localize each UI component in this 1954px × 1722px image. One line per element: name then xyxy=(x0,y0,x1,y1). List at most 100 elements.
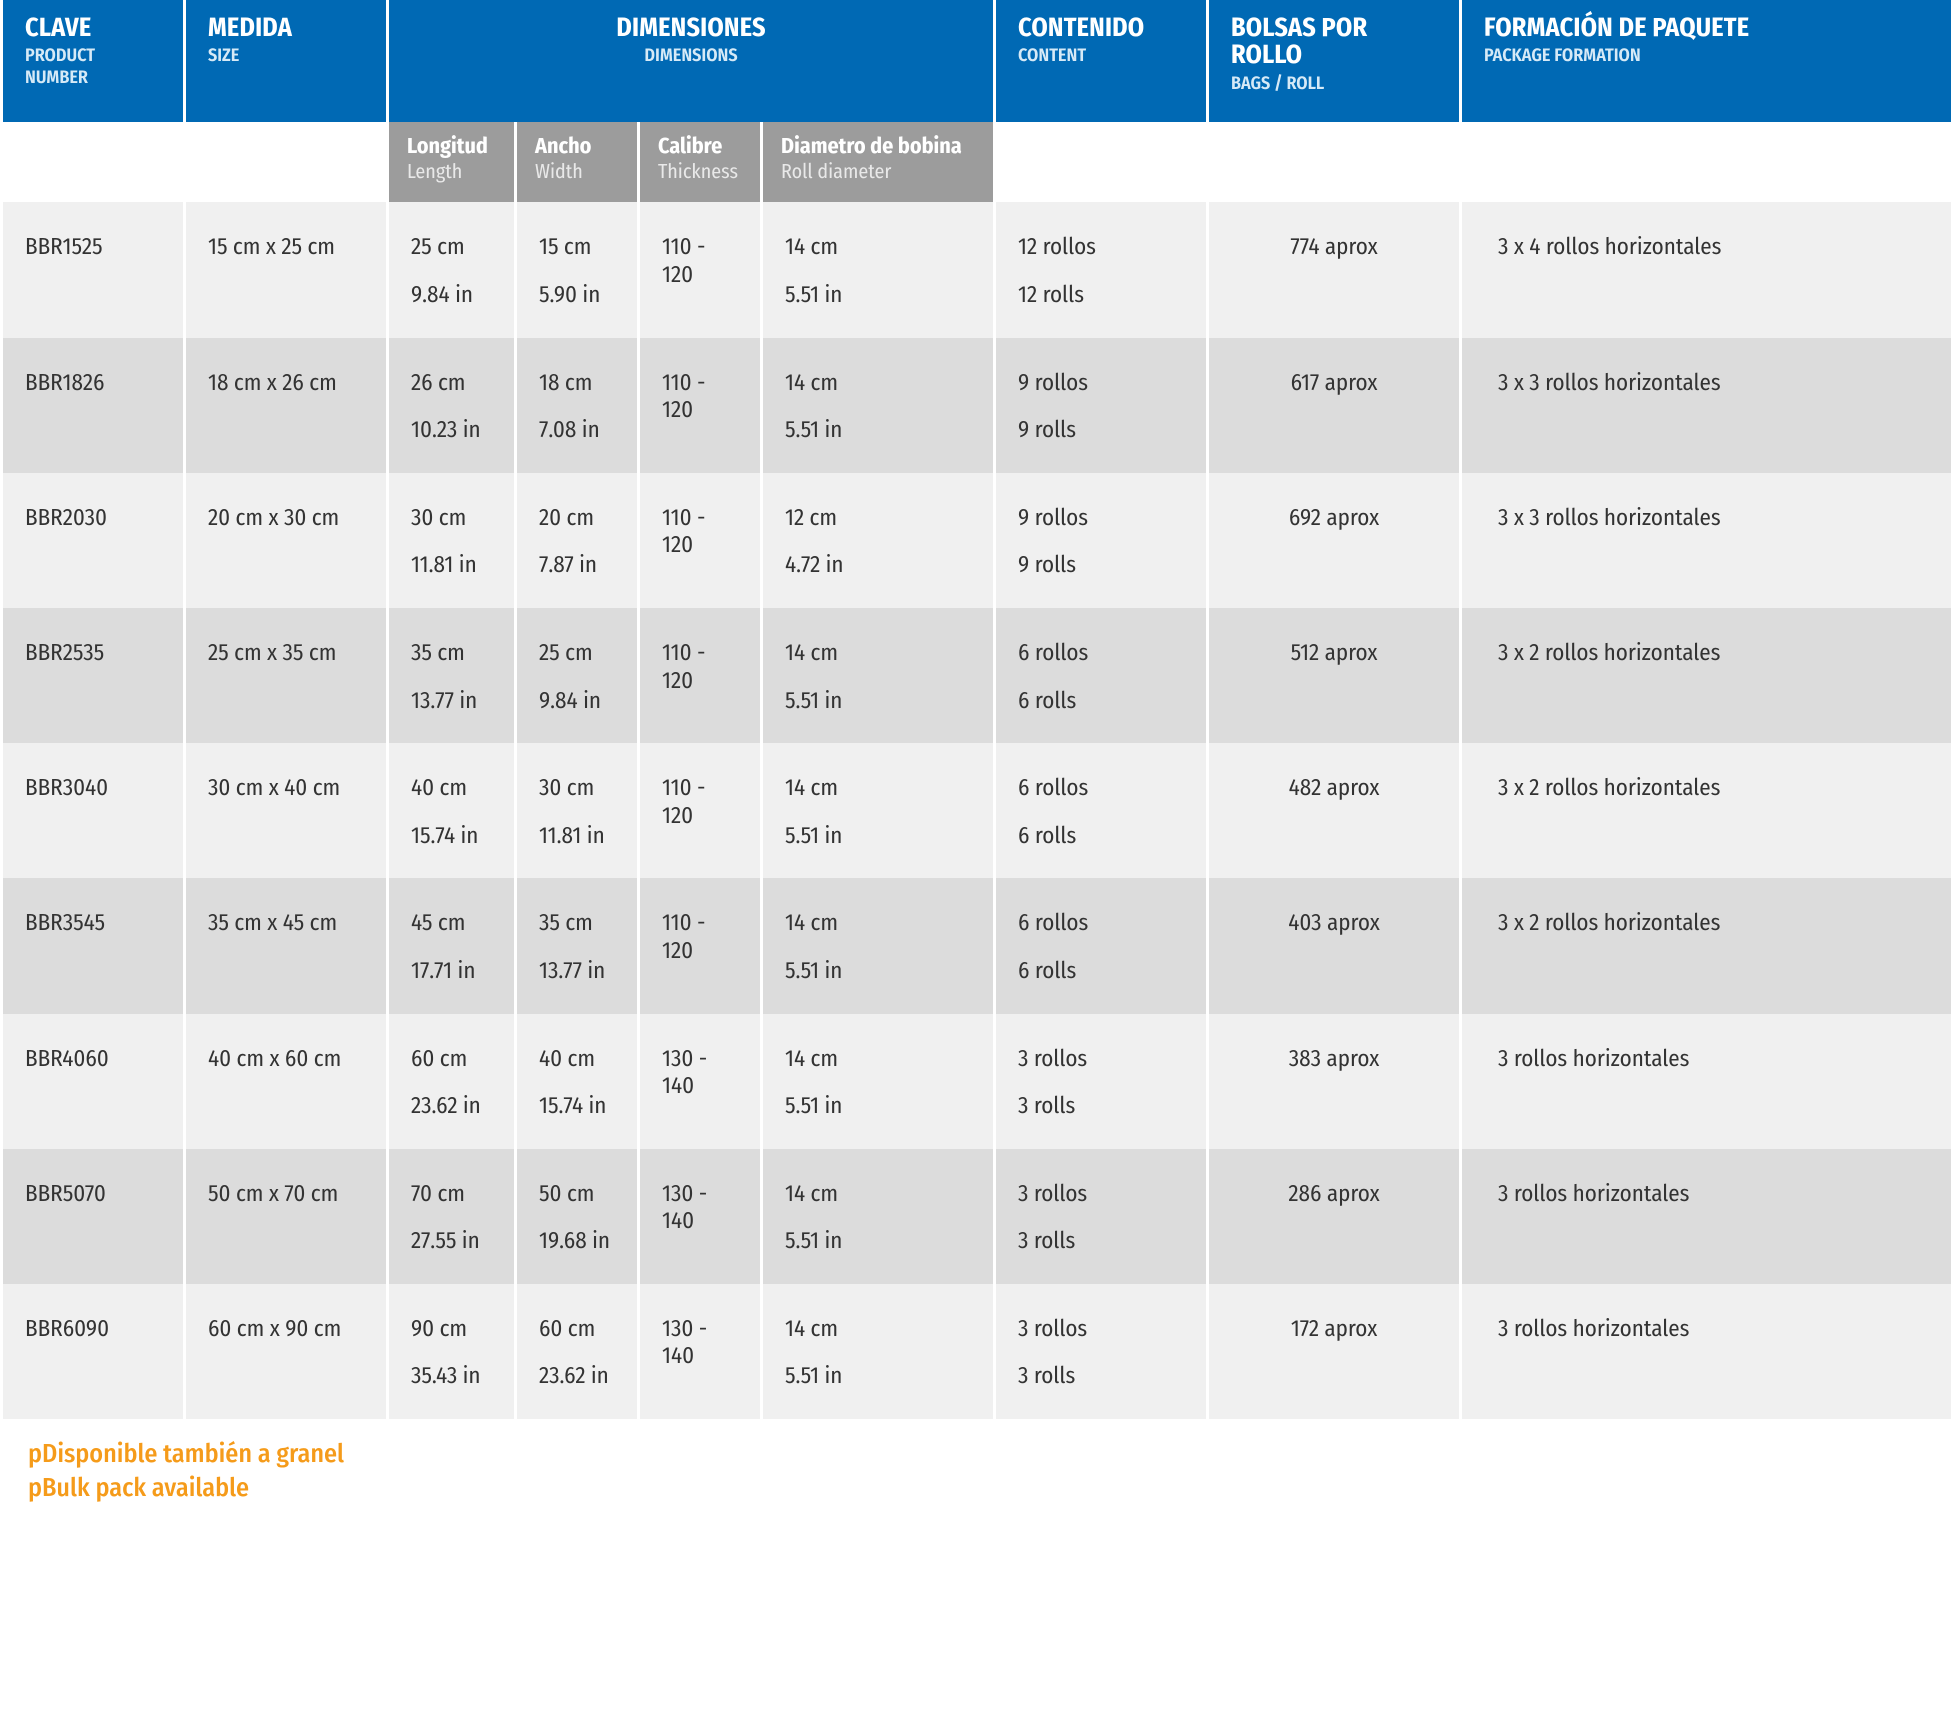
val-cm: 18 cm xyxy=(539,370,615,398)
val: BBR5070 xyxy=(25,1181,161,1209)
cell-clave: BBR5070 xyxy=(3,1149,183,1284)
sub-sub: Roll diameter xyxy=(781,160,975,184)
cell-formacion: 3 x 2 rollos horizontales xyxy=(1462,878,1951,1013)
val: 60 cm x 90 cm xyxy=(208,1316,364,1344)
subcol-longitud: Longitud Length xyxy=(389,122,514,202)
cell-formacion: 3 rollos horizontales xyxy=(1462,1284,1951,1419)
col-sub: DIMENSIONS xyxy=(411,45,971,67)
sub-sub: Width xyxy=(535,160,619,184)
val-en: 3 rolls xyxy=(1018,1228,1184,1256)
val: 18 cm x 26 cm xyxy=(208,370,364,398)
spacer xyxy=(186,122,386,202)
cell-clave: BBR3040 xyxy=(3,743,183,878)
col-header-contenido: CONTENIDO CONTENT xyxy=(996,0,1206,122)
col-title: DIMENSIONES xyxy=(411,14,971,41)
sub-sub: Length xyxy=(407,160,496,184)
col-sub: PRODUCT NUMBER xyxy=(25,45,161,88)
val-cm: 14 cm xyxy=(785,775,971,803)
val: 110 - 120 xyxy=(662,640,738,695)
col-sub: CONTENT xyxy=(1018,45,1184,67)
cell-clave: BBR3545 xyxy=(3,878,183,1013)
footnote-line: pBulk pack available xyxy=(28,1471,1926,1505)
sub-title: Diametro de bobina xyxy=(781,134,975,158)
val-en: 6 rolls xyxy=(1018,688,1184,716)
val-cm: 70 cm xyxy=(411,1181,492,1209)
val-in: 15.74 in xyxy=(411,823,492,851)
val: 130 - 140 xyxy=(662,1046,738,1101)
val-in: 13.77 in xyxy=(539,958,615,986)
subcol-diametro: Diametro de bobina Roll diameter xyxy=(763,122,993,202)
cell-ancho: 25 cm 9.84 in xyxy=(517,608,637,743)
cell-ancho: 60 cm23.62 in xyxy=(517,1284,637,1419)
val: 3 x 2 rollos horizontales xyxy=(1498,775,1929,803)
val-cm: 40 cm xyxy=(539,1046,615,1074)
cell-longitud: 70 cm 27.55 in xyxy=(389,1149,514,1284)
cell-contenido: 3 rollos 3 rolls xyxy=(996,1284,1206,1419)
spacer xyxy=(1462,122,1951,202)
spacer xyxy=(996,122,1206,202)
cell-longitud: 35 cm13.77 in xyxy=(389,608,514,743)
cell-diametro: 14 cm5.51 in xyxy=(763,1284,993,1419)
val: 3 x 3 rollos horizontales xyxy=(1498,505,1929,533)
cell-bolsas: 482 aprox xyxy=(1209,743,1459,878)
table-body: BBR152515 cm x 25 cm25 cm9.84 in15 cm5.9… xyxy=(3,202,1951,1419)
cell-ancho: 15 cm5.90 in xyxy=(517,202,637,337)
val: 774 aprox xyxy=(1231,234,1437,262)
val-in: 11.81 in xyxy=(411,552,492,580)
cell-formacion: 3 x 3 rollos horizontales xyxy=(1462,338,1951,473)
cell-calibre: 110 - 120 xyxy=(640,338,760,473)
val-en: 3 rolls xyxy=(1018,1093,1184,1121)
val: 172 aprox xyxy=(1231,1316,1437,1344)
val-in: 27.55 in xyxy=(411,1228,492,1256)
val-cm: 14 cm xyxy=(785,1046,971,1074)
cell-calibre: 130 - 140 xyxy=(640,1014,760,1149)
val-es: 6 rollos xyxy=(1018,910,1184,938)
val: 286 aprox xyxy=(1231,1181,1437,1209)
val-in: 9.84 in xyxy=(539,688,615,716)
col-header-medida: MEDIDA SIZE xyxy=(186,0,386,122)
val-es: 3 rollos xyxy=(1018,1316,1184,1344)
val-cm: 14 cm xyxy=(785,234,971,262)
val-cm: 60 cm xyxy=(539,1316,615,1344)
val: 617 aprox xyxy=(1231,370,1437,398)
val-in: 5.51 in xyxy=(785,688,971,716)
cell-bolsas: 383 aprox xyxy=(1209,1014,1459,1149)
cell-calibre: 110 - 120 xyxy=(640,608,760,743)
table-header-row: CLAVE PRODUCT NUMBER MEDIDA SIZE DIMENSI… xyxy=(3,0,1951,122)
val: 35 cm x 45 cm xyxy=(208,910,364,938)
val-in: 11.81 in xyxy=(539,823,615,851)
cell-clave: BBR4060 xyxy=(3,1014,183,1149)
val-in: 23.62 in xyxy=(411,1093,492,1121)
val: 383 aprox xyxy=(1231,1046,1437,1074)
cell-clave: BBR2030 xyxy=(3,473,183,608)
cell-contenido: 9 rollos9 rolls xyxy=(996,473,1206,608)
subcol-ancho: Ancho Width xyxy=(517,122,637,202)
val: 3 x 2 rollos horizontales xyxy=(1498,640,1929,668)
cell-medida: 15 cm x 25 cm xyxy=(186,202,386,337)
table-row: BBR609060 cm x 90 cm90 cm35.43 in60 cm23… xyxy=(3,1284,1951,1419)
cell-diametro: 14 cm5.51 in xyxy=(763,1014,993,1149)
cell-medida: 30 cm x 40 cm xyxy=(186,743,386,878)
cell-diametro: 14 cm5.51 in xyxy=(763,338,993,473)
cell-medida: 20 cm x 30 cm xyxy=(186,473,386,608)
val: 30 cm x 40 cm xyxy=(208,775,364,803)
val: 130 - 140 xyxy=(662,1316,738,1371)
val-cm: 25 cm xyxy=(539,640,615,668)
cell-longitud: 40 cm15.74 in xyxy=(389,743,514,878)
val-en: 3 rolls xyxy=(1018,1363,1184,1391)
val: 403 aprox xyxy=(1231,910,1437,938)
cell-diametro: 14 cm5.51 in xyxy=(763,743,993,878)
col-sub: BAGS / ROLL xyxy=(1231,73,1437,95)
val-in: 15.74 in xyxy=(539,1093,615,1121)
cell-longitud: 90 cm35.43 in xyxy=(389,1284,514,1419)
val: 3 rollos horizontales xyxy=(1498,1316,1929,1344)
val: BBR2535 xyxy=(25,640,161,668)
col-sub: PACKAGE FORMATION xyxy=(1484,45,1929,67)
cell-ancho: 50 cm19.68 in xyxy=(517,1149,637,1284)
cell-contenido: 9 rollos9 rolls xyxy=(996,338,1206,473)
col-header-bolsas: BOLSAS POR ROLLO BAGS / ROLL xyxy=(1209,0,1459,122)
cell-medida: 25 cm x 35 cm xyxy=(186,608,386,743)
subcol-calibre: Calibre Thickness xyxy=(640,122,760,202)
cell-calibre: 110 - 120 xyxy=(640,473,760,608)
val-cm: 26 cm xyxy=(411,370,492,398)
